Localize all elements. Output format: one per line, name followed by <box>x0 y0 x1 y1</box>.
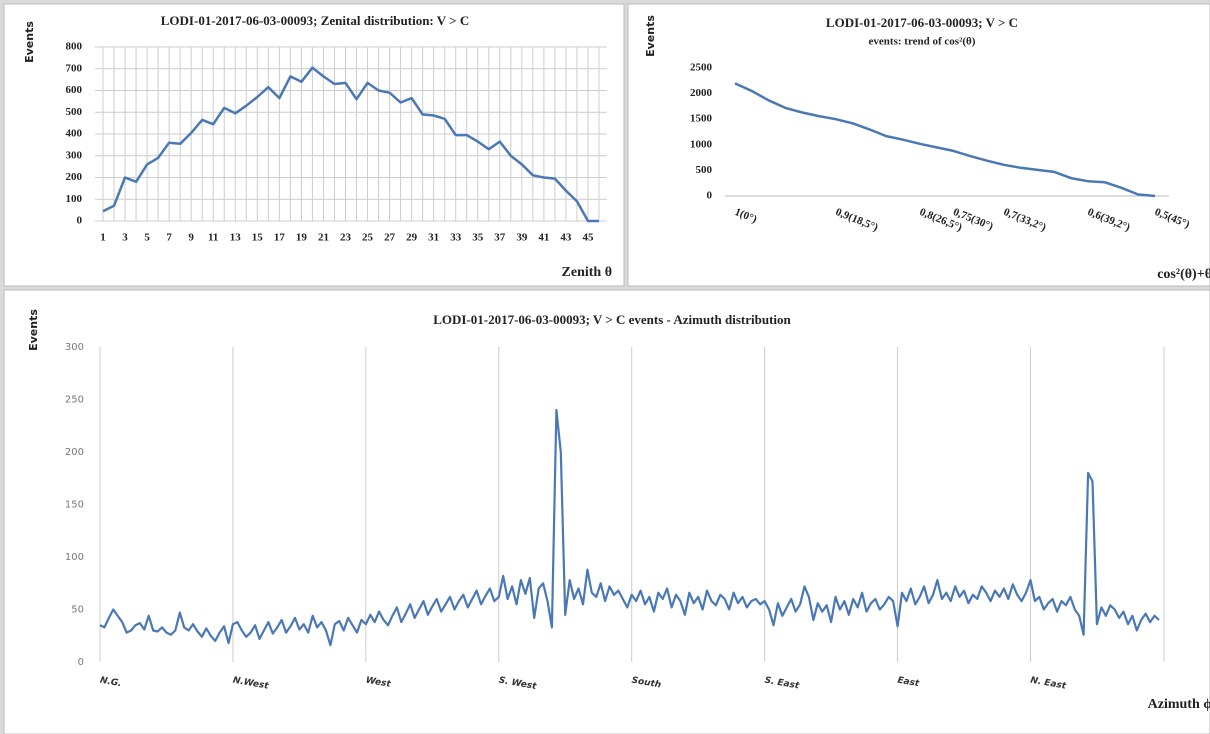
x-tick-label: 25 <box>362 232 374 244</box>
y-tick-label: 0 <box>707 190 713 202</box>
y-tick-label: 0 <box>77 215 83 227</box>
x-tick-label: 39 <box>516 232 528 244</box>
y-tick-label: 150 <box>65 500 84 511</box>
y-tick-label: 200 <box>66 171 83 183</box>
panel <box>627 3 1210 287</box>
y-tick-label: 1000 <box>690 138 713 150</box>
y-axis-label: Events <box>27 309 40 351</box>
y-tick-label: 500 <box>66 106 83 118</box>
x-tick-label: 27 <box>384 232 396 244</box>
y-tick-label: 100 <box>65 552 84 563</box>
y-tick-label: 700 <box>66 62 83 74</box>
y-axis-label: Events <box>644 15 657 57</box>
x-tick-label: 7 <box>166 232 172 244</box>
x-tick-label: 43 <box>560 232 572 244</box>
x-axis-label: Zenith θ <box>562 265 612 280</box>
x-tick-label: 5 <box>144 232 150 244</box>
x-tick-label: 3 <box>122 232 128 244</box>
x-tick-label: 11 <box>208 232 218 244</box>
x-tick-label: 1 <box>100 232 106 244</box>
y-tick-label: 1500 <box>690 113 713 125</box>
y-tick-label: 300 <box>65 342 84 353</box>
x-tick-label: 13 <box>230 232 242 244</box>
x-tick-label: 37 <box>494 232 506 244</box>
y-tick-label: 2500 <box>690 62 713 74</box>
data-line <box>102 66 599 223</box>
data-line <box>99 408 1160 647</box>
chart-title: LODI-01-2017-06-03-00093; V > C events -… <box>433 312 791 327</box>
data-line <box>734 82 1156 198</box>
x-tick-label: 19 <box>296 232 308 244</box>
y-tick-label: 500 <box>696 164 713 176</box>
y-tick-label: 250 <box>65 395 84 406</box>
x-tick-label: 29 <box>406 232 418 244</box>
x-tick-label: East <box>897 676 921 690</box>
chart-subtitle: events: trend of cos²(θ) <box>869 36 976 48</box>
x-tick-label: 17 <box>274 232 286 244</box>
x-tick-label: 15 <box>252 232 264 244</box>
y-tick-label: 400 <box>66 128 83 140</box>
x-tick-label: 45 <box>582 232 594 244</box>
y-tick-label: 300 <box>66 149 83 161</box>
y-tick-label: 800 <box>66 41 83 53</box>
y-tick-label: 100 <box>66 193 83 205</box>
x-tick-label: 33 <box>450 232 462 244</box>
y-tick-label: 50 <box>71 605 84 616</box>
x-axis-label: Azimuth ϕ <box>1148 697 1210 712</box>
x-tick-label: 41 <box>538 232 549 244</box>
x-tick-label: 31 <box>428 232 439 244</box>
x-tick-label: 23 <box>340 232 352 244</box>
x-tick-label: N.G. <box>99 676 122 690</box>
panel <box>3 289 1210 734</box>
x-tick-label: 35 <box>472 232 484 244</box>
chart-title: LODI-01-2017-06-03-00093; Zenital distri… <box>161 13 469 28</box>
x-tick-label: West <box>365 676 392 690</box>
chart-title: LODI-01-2017-06-03-00093; V > C <box>826 15 1018 30</box>
x-tick-label: 21 <box>318 232 329 244</box>
y-axis-label: Events <box>23 21 36 63</box>
panel <box>3 3 625 287</box>
y-tick-label: 200 <box>65 447 84 458</box>
y-tick-label: 600 <box>66 84 83 96</box>
x-tick-label: 9 <box>188 232 194 244</box>
y-tick-label: 2000 <box>690 87 713 99</box>
x-axis-label: cos²(θ)+θ <box>1157 267 1210 282</box>
y-tick-label: 0 <box>78 657 84 668</box>
